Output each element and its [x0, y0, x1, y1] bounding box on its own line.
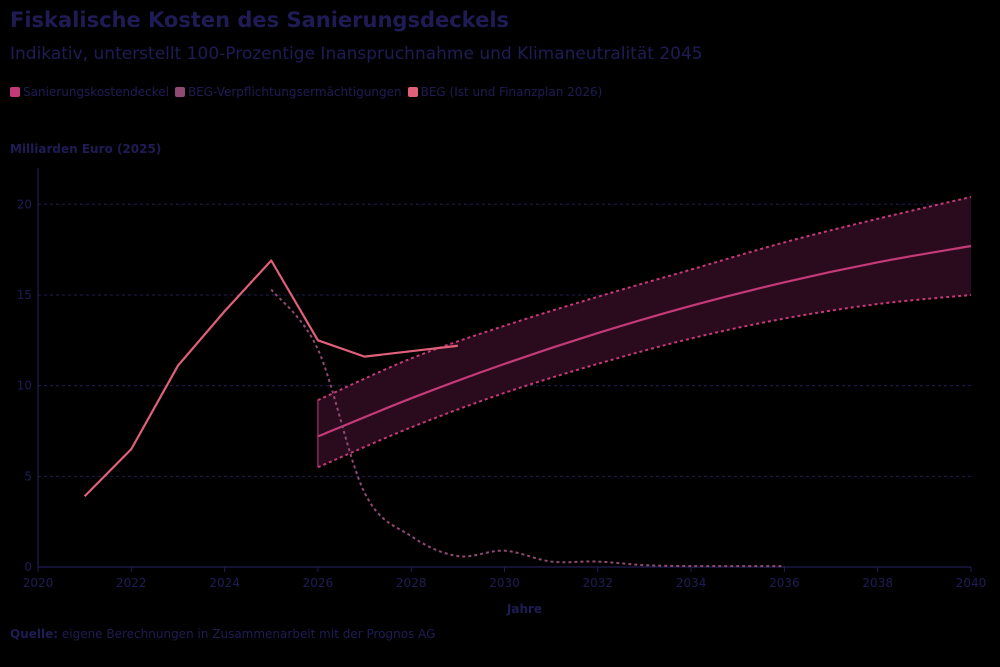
- legend-label-sanierung: Sanierungskostendeckel: [23, 85, 169, 99]
- legend-label-beg-ist: BEG (Ist und Finanzplan 2026): [420, 85, 603, 99]
- band-sanierungskostendeckel: [317, 197, 971, 468]
- x-tick-label-2040: 2040: [956, 576, 987, 590]
- x-tick-label-2032: 2032: [583, 576, 614, 590]
- legend-label-beg-verpflichtung: BEG-Verpflichtungsermächtigungen: [187, 85, 402, 99]
- line-beg-verpflichtungsermaechtigungen: [270, 288, 785, 568]
- x-tick-label-2026: 2026: [303, 576, 334, 590]
- x-tick-label-2034: 2034: [676, 576, 707, 590]
- y-tick-label-20: 20: [17, 197, 32, 211]
- band-upper-line: [317, 196, 972, 402]
- line-beg-ist-finanzplan: [83, 259, 458, 498]
- legend-item-beg-verpflichtung[interactable]: BEG-Verpflichtungsermächtigungen: [174, 85, 402, 99]
- x-tick-label-2036: 2036: [769, 576, 800, 590]
- y-tick-label-0: 0: [24, 560, 32, 574]
- legend: Sanierungskostendeckel BEG-Verpflichtung…: [10, 85, 608, 99]
- x-tick-label-2030: 2030: [489, 576, 520, 590]
- y-tick-label-5: 5: [24, 469, 32, 483]
- y-tick-label-10: 10: [17, 379, 32, 393]
- band-lower-line: [317, 293, 972, 469]
- x-tick-label-2022: 2022: [116, 576, 147, 590]
- x-tick-label-2020: 2020: [23, 576, 54, 590]
- legend-swatch-sanierung: [10, 87, 20, 97]
- chart-title: Fiskalische Kosten des Sanierungsdeckels: [10, 8, 510, 32]
- legend-swatch-beg-ist: [407, 87, 418, 97]
- x-tick-label-2028: 2028: [396, 576, 427, 590]
- legend-item-beg-ist[interactable]: BEG (Ist und Finanzplan 2026): [407, 85, 603, 99]
- legend-swatch-beg-verpflichtung: [174, 87, 185, 97]
- y-axis-title: Milliarden Euro (2025): [10, 142, 162, 156]
- x-tick-label-2024: 2024: [209, 576, 240, 590]
- source-note: Quelle: eigene Berechnungen in Zusammena…: [10, 627, 435, 641]
- source-label: Quelle:: [10, 627, 59, 641]
- line-sanierungskostendeckel: [317, 244, 972, 438]
- x-tick-label-2038: 2038: [862, 576, 893, 590]
- y-tick-label-15: 15: [17, 288, 32, 302]
- legend-item-sanierung[interactable]: Sanierungskostendeckel: [10, 85, 169, 99]
- source-text: eigene Berechnungen in Zusammenarbeit mi…: [58, 627, 436, 641]
- x-axis-title: Jahre: [506, 602, 542, 616]
- chart-subtitle: Indikativ, unterstellt 100-Prozentige In…: [10, 44, 703, 64]
